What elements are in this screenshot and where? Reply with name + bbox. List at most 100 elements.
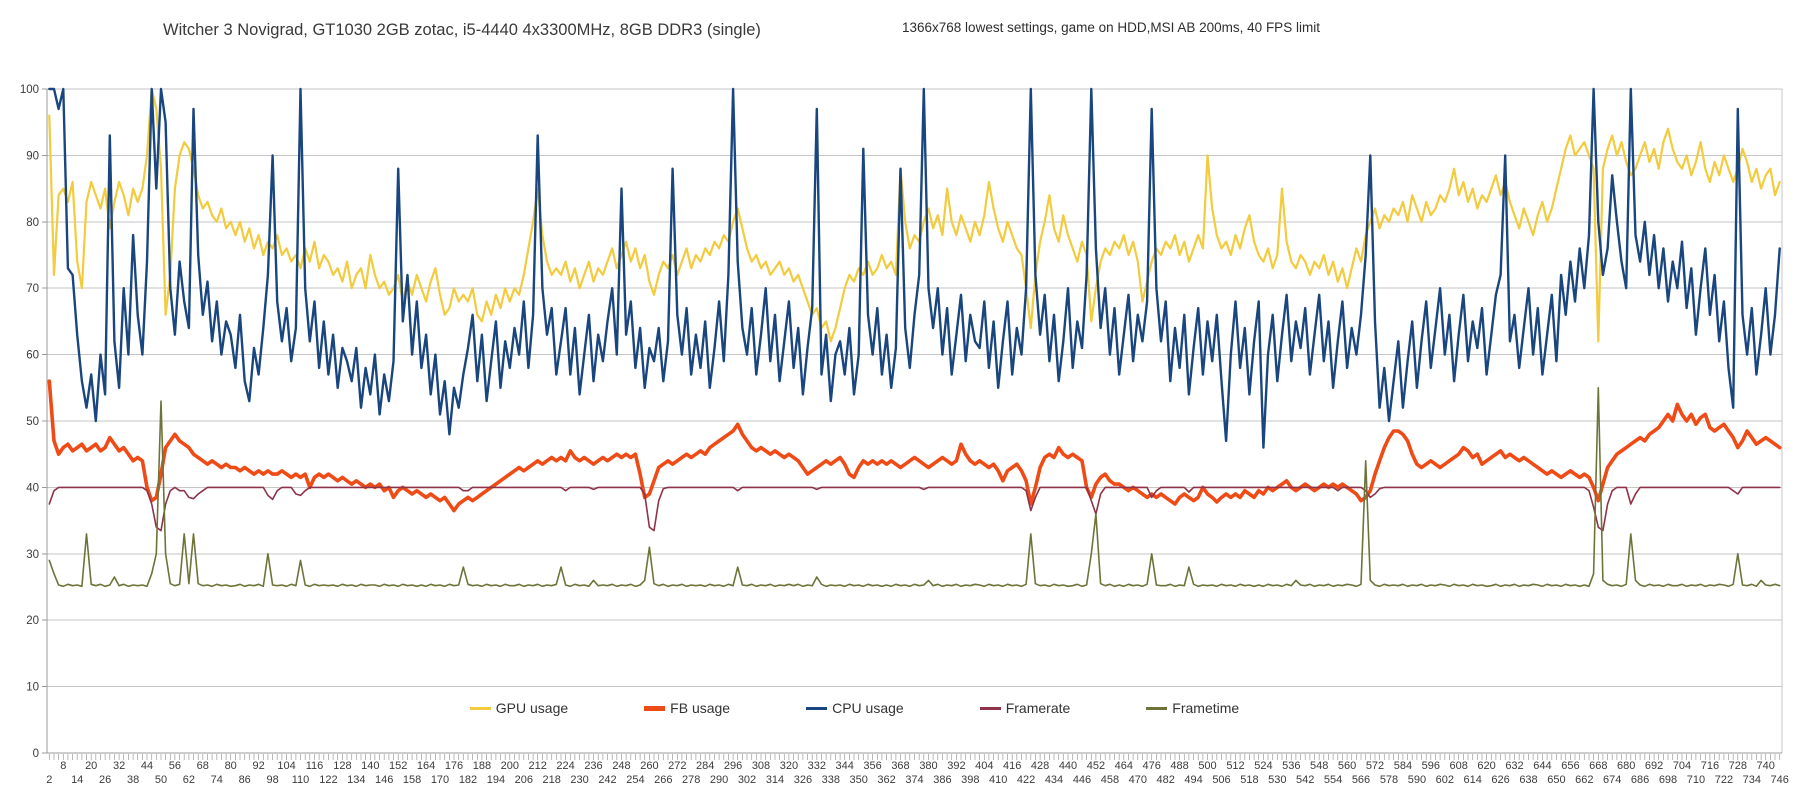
x-tick-label: 410: [989, 774, 1007, 786]
x-tick-label: 284: [696, 760, 714, 772]
x-tick-label: 536: [1282, 760, 1300, 772]
x-tick-label: 122: [319, 774, 337, 786]
x-tick-label: 482: [1157, 774, 1175, 786]
x-tick-label: 428: [1031, 760, 1049, 772]
x-tick-label: 278: [682, 774, 700, 786]
x-tick-label: 692: [1645, 760, 1663, 772]
x-tick-label: 302: [738, 774, 756, 786]
x-tick-label: 8: [60, 760, 66, 772]
x-tick-label: 266: [654, 774, 672, 786]
x-tick-label: 146: [375, 774, 393, 786]
x-tick-label: 296: [724, 760, 742, 772]
series-line-cpu-usage: [48, 87, 1781, 449]
x-tick-label: 32: [113, 760, 125, 772]
legend-swatch-frametime: [1146, 706, 1168, 710]
x-tick-label: 92: [252, 760, 264, 772]
x-tick-label: 746: [1771, 774, 1789, 786]
legend-item-gpu-usage: GPU usage: [469, 700, 569, 716]
x-tick-label: 668: [1589, 760, 1607, 772]
x-tick-label: 242: [598, 774, 616, 786]
chart-title: Witcher 3 Novigrad, GT1030 2GB zotac, i5…: [163, 21, 761, 39]
x-tick-label: 566: [1352, 774, 1370, 786]
x-tick-label: 638: [1519, 774, 1537, 786]
x-tick-label: 614: [1464, 774, 1482, 786]
x-tick-label: 404: [975, 760, 993, 772]
x-tick-label: 572: [1366, 760, 1384, 772]
x-tick-label: 698: [1659, 774, 1677, 786]
x-tick-label: 656: [1561, 760, 1579, 772]
x-tick-label: 542: [1296, 774, 1314, 786]
x-tick-label: 560: [1338, 760, 1356, 772]
x-tick-label: 362: [877, 774, 895, 786]
x-axis-ticks: [48, 754, 1781, 760]
x-tick-label: 650: [1547, 774, 1565, 786]
x-tick-label: 554: [1324, 774, 1342, 786]
legend-item-cpu-usage: CPU usage: [806, 700, 904, 716]
x-tick-label: 740: [1757, 760, 1775, 772]
legend-item-fb-usage: FB usage: [644, 700, 730, 716]
x-tick-label: 488: [1170, 760, 1188, 772]
x-tick-label: 686: [1631, 774, 1649, 786]
x-tick-label: 584: [1394, 760, 1412, 772]
x-tick-label: 446: [1073, 774, 1091, 786]
x-tick-label: 176: [445, 760, 463, 772]
x-tick-label: 344: [836, 760, 854, 772]
series-line-fb-usage: [47, 379, 1782, 513]
x-tick-label: 392: [947, 760, 965, 772]
x-tick-label: 356: [863, 760, 881, 772]
x-tick-label: 722: [1715, 774, 1733, 786]
x-tick-label: 44: [141, 760, 153, 772]
legend-item-frametime: Frametime: [1146, 700, 1239, 716]
x-tick-label: 452: [1087, 760, 1105, 772]
x-tick-label: 2: [46, 774, 52, 786]
x-tick-label: 680: [1617, 760, 1635, 772]
x-tick-label: 350: [850, 774, 868, 786]
x-tick-label: 74: [211, 774, 223, 786]
x-tick-label: 338: [822, 774, 840, 786]
legend-label-gpu-usage: GPU usage: [495, 700, 569, 716]
x-tick-label: 200: [501, 760, 519, 772]
series-line-frametime: [48, 386, 1781, 588]
legend-label-cpu-usage: CPU usage: [832, 700, 904, 716]
x-tick-label: 164: [417, 760, 435, 772]
y-tick-label: 100: [20, 84, 39, 96]
x-tick-label: 212: [529, 760, 547, 772]
y-tick-label: 0: [33, 748, 39, 760]
x-tick-label: 62: [183, 774, 195, 786]
x-tick-label: 38: [127, 774, 139, 786]
x-tick-label: 254: [626, 774, 644, 786]
x-tick-label: 470: [1129, 774, 1147, 786]
x-tick-label: 494: [1184, 774, 1202, 786]
x-tick-label: 674: [1603, 774, 1621, 786]
x-tick-label: 332: [808, 760, 826, 772]
x-tick-label: 110: [292, 774, 310, 786]
y-tick-label: 80: [26, 217, 39, 229]
y-tick-label: 70: [26, 283, 39, 295]
x-tick-label: 218: [543, 774, 561, 786]
x-tick-label: 290: [710, 774, 728, 786]
x-tick-label: 506: [1212, 774, 1230, 786]
x-tick-label: 260: [640, 760, 658, 772]
x-tick-label: 590: [1408, 774, 1426, 786]
x-tick-label: 464: [1115, 760, 1133, 772]
x-tick-label: 26: [99, 774, 111, 786]
legend-swatch-cpu-usage: [806, 706, 828, 710]
x-tick-label: 326: [794, 774, 812, 786]
x-tick-label: 128: [333, 760, 351, 772]
x-tick-label: 188: [473, 760, 491, 772]
x-tick-label: 320: [780, 760, 798, 772]
legend-swatch-fb-usage: [644, 705, 666, 711]
x-tick-label: 206: [515, 774, 533, 786]
x-tick-label: 308: [752, 760, 770, 772]
series-line-gpu-usage: [48, 87, 1781, 343]
x-tick-label: 80: [225, 760, 237, 772]
x-tick-label: 20: [85, 760, 97, 772]
x-tick-label: 194: [487, 774, 505, 786]
y-tick-label: 60: [26, 350, 39, 362]
legend-label-fb-usage: FB usage: [670, 700, 731, 716]
legend-label-frametime: Frametime: [1172, 700, 1240, 716]
x-tick-label: 272: [668, 760, 686, 772]
x-tick-label: 386: [933, 774, 951, 786]
x-tick-label: 602: [1436, 774, 1454, 786]
